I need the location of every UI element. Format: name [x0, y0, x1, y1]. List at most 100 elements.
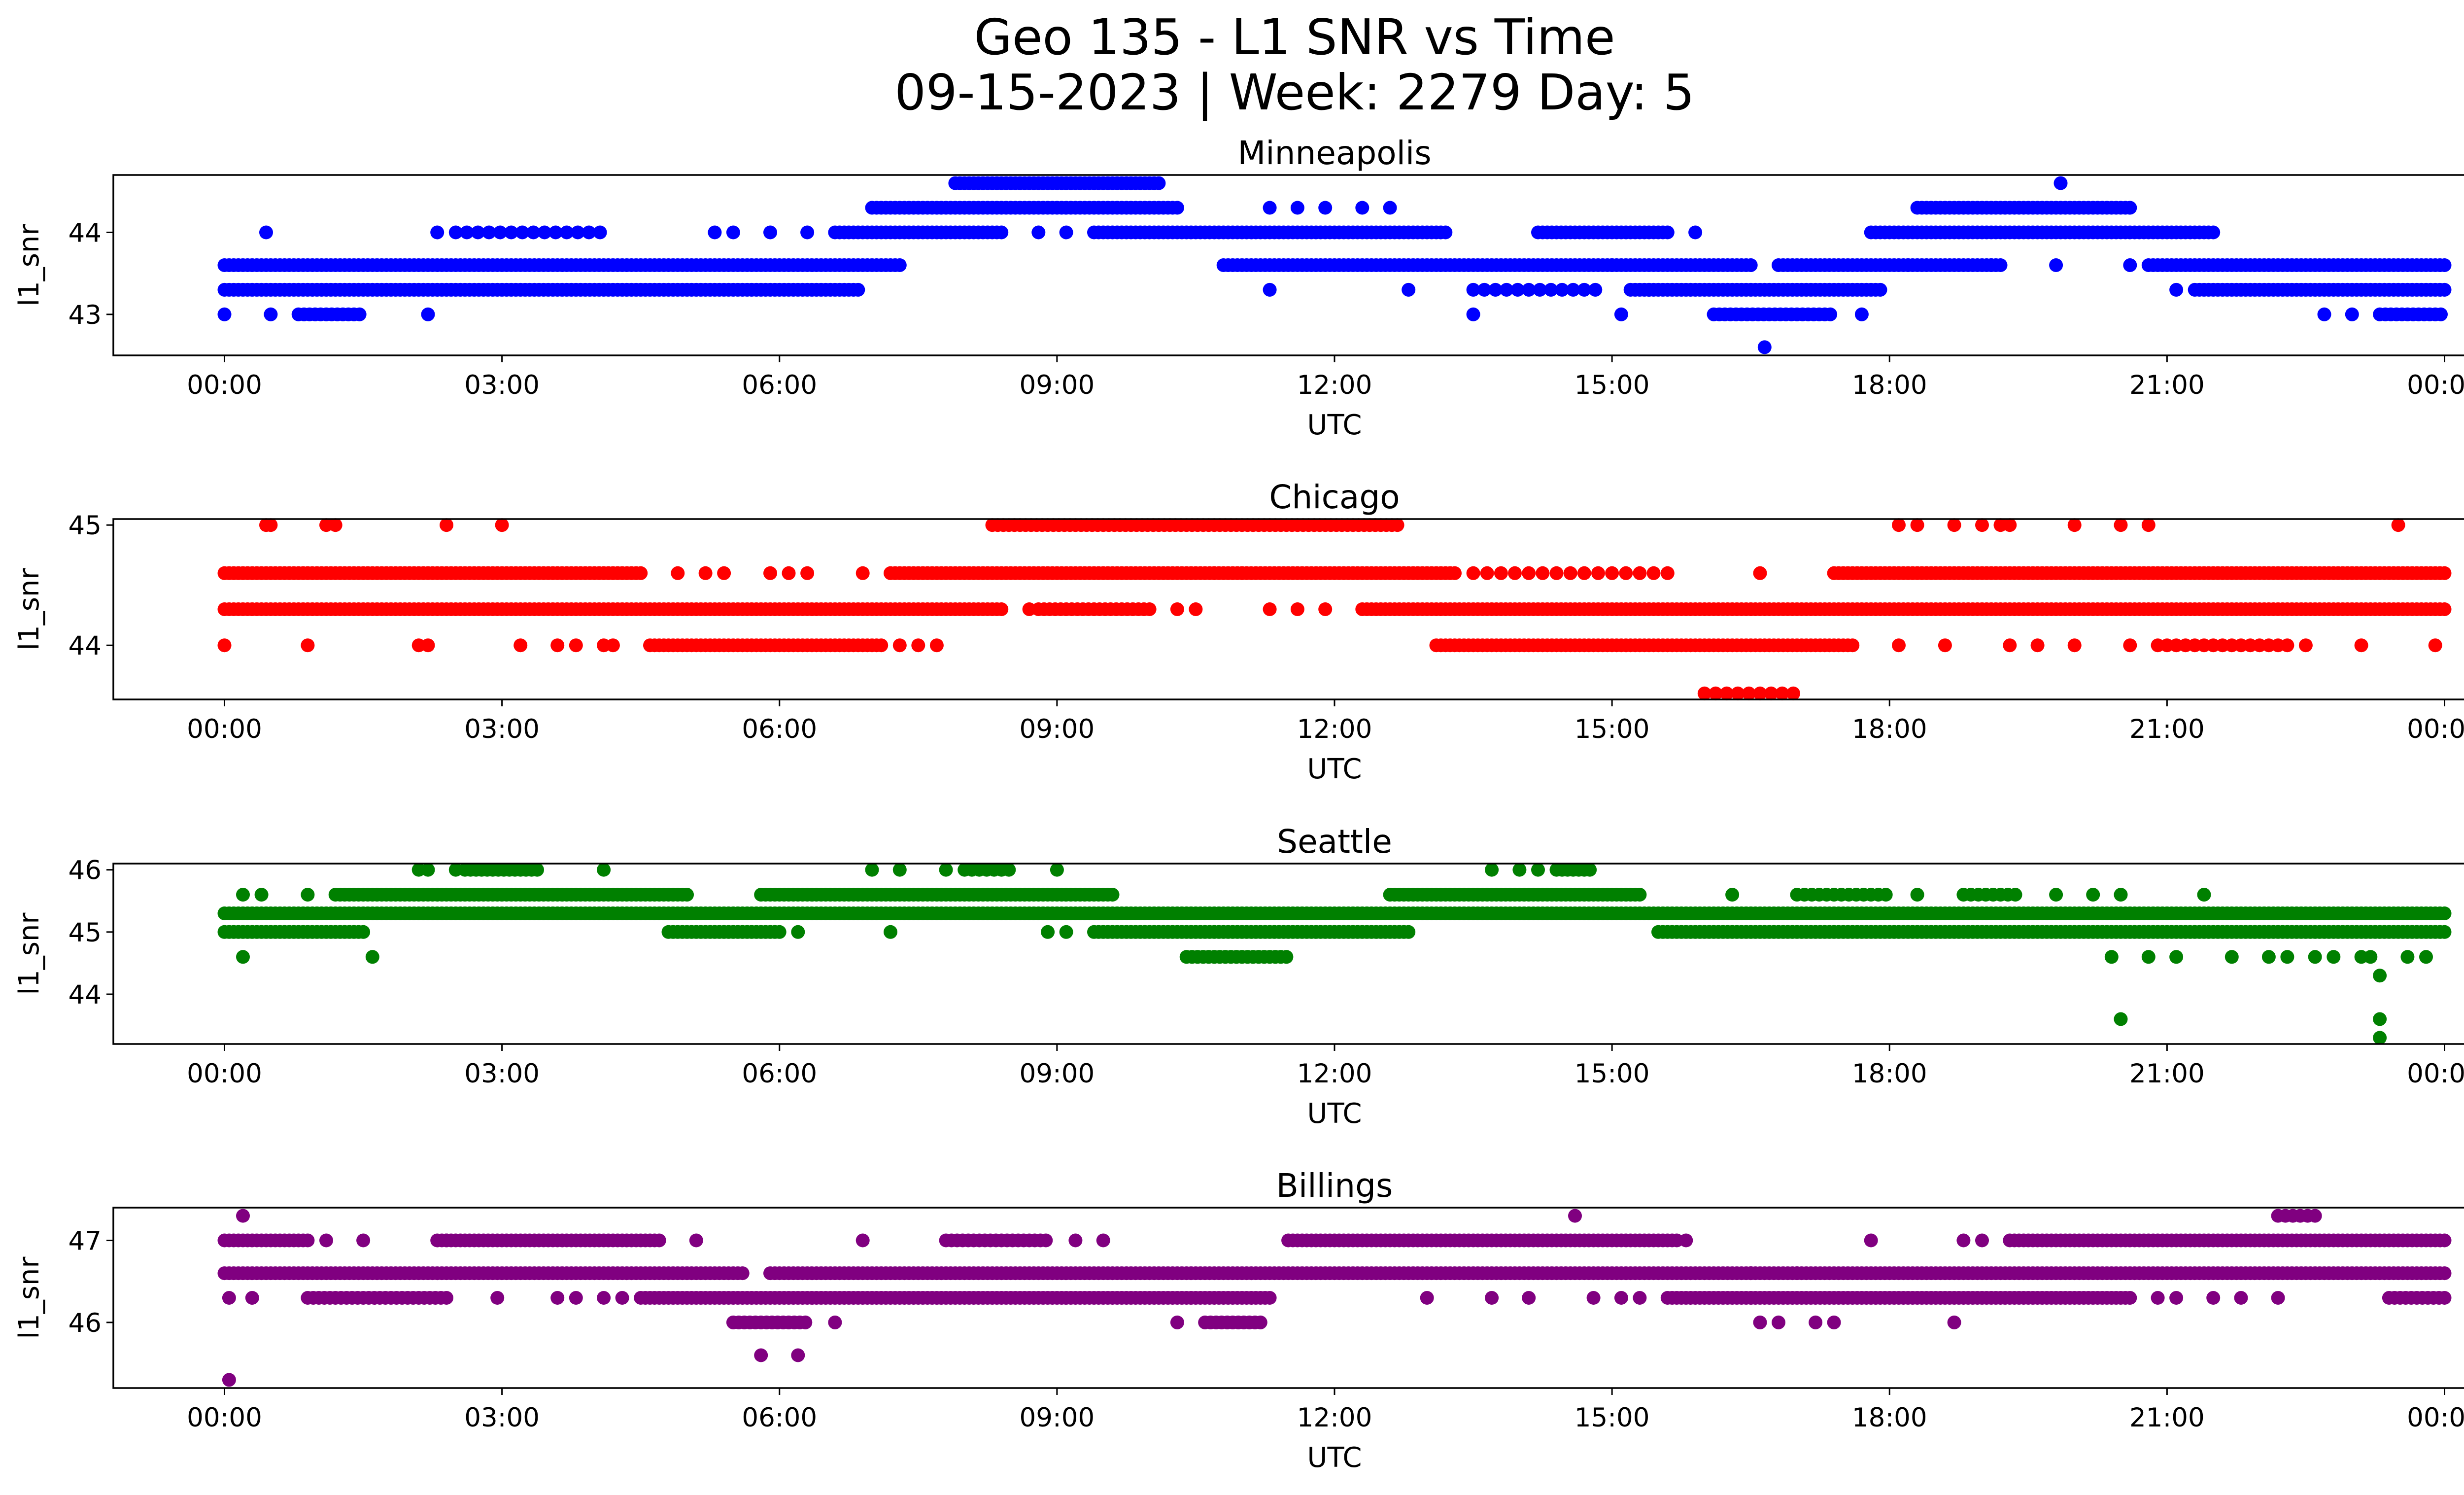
chart-1-point — [2003, 518, 2017, 532]
chart-2-point — [2197, 888, 2211, 902]
chart-0-point — [1823, 307, 1838, 321]
chart-3-points — [217, 1209, 2452, 1387]
chart-0-point — [2345, 307, 2359, 321]
chart-0-point — [994, 225, 1009, 240]
chart-1-point — [1522, 566, 1536, 580]
chart-0-point — [1488, 282, 1503, 297]
chart-0-point — [2123, 201, 2137, 215]
chart-1-point — [1022, 602, 1036, 616]
chart-1-point — [1318, 602, 1333, 616]
chart-1-point — [1508, 566, 1522, 580]
chart-1-point — [2003, 638, 2017, 653]
chart-0-point — [1263, 282, 1277, 297]
chart-0-point — [1614, 307, 1628, 321]
figure-title-line1: Geo 135 - L1 SNR vs Time — [974, 8, 1615, 66]
chart-2-xtick-label: 00:00 — [2407, 1059, 2464, 1089]
chart-0-point — [1290, 201, 1304, 215]
chart-2-point — [2114, 1012, 2128, 1026]
chart-2-point — [2086, 888, 2100, 902]
chart-1-point — [1235, 566, 1249, 580]
chart-3-point — [1679, 1233, 1693, 1248]
chart-2-xlabel: UTC — [1307, 1098, 1362, 1130]
chart-0-xlabel: UTC — [1307, 409, 1362, 441]
chart-0-point — [264, 307, 278, 321]
chart-1-point — [2067, 638, 2082, 653]
chart-3-title: Billings — [1276, 1167, 1393, 1205]
chart-3-point — [689, 1233, 703, 1248]
chart-0-point — [548, 225, 563, 240]
chart-2-point — [2400, 950, 2415, 964]
chart-1-point — [1892, 638, 1906, 653]
chart-3-point — [1809, 1315, 1823, 1329]
chart-2-point — [597, 863, 611, 877]
chart-0-point — [1566, 282, 1580, 297]
chart-1-point — [1731, 686, 1745, 700]
chart-2-xtick-label: 15:00 — [1574, 1059, 1650, 1089]
chart-1-point — [1591, 566, 1605, 580]
chart-1-point — [1775, 686, 1789, 700]
panel-chicago: Chicago l1_snr UTC 00:00 03:00 06:00 09:00 12:0… — [13, 478, 2464, 785]
chart-2-point — [1059, 925, 1073, 939]
chart-2-point — [421, 863, 435, 877]
chart-3-point — [1633, 1291, 1647, 1305]
chart-3-point — [1263, 1291, 1277, 1305]
chart-3-point — [569, 1291, 583, 1305]
chart-1-point — [1577, 566, 1591, 580]
chart-2-point — [2169, 950, 2184, 964]
chart-3-frame — [112, 1207, 2464, 1389]
chart-1-point — [513, 638, 528, 653]
chart-3-point — [236, 1209, 250, 1223]
chart-2-point — [2373, 969, 2387, 983]
chart-1-xtick-label: 09:00 — [1019, 714, 1095, 744]
chart-0-point — [1757, 340, 1772, 354]
chart-1-point — [1764, 686, 1778, 700]
chart-2-point — [2373, 1031, 2387, 1045]
chart-1-point — [1207, 566, 1221, 580]
chart-0-point — [1577, 282, 1591, 297]
chart-0-point — [1477, 282, 1492, 297]
chart-2-point — [1041, 925, 1055, 939]
chart-2-point — [1050, 863, 1064, 877]
chart-0-point — [1152, 176, 1166, 190]
chart-2-xtick-label: 09:00 — [1019, 1059, 1095, 1089]
chart-1-point — [217, 638, 232, 653]
chart-0-point — [1744, 258, 1758, 272]
chart-1-point — [2141, 518, 2156, 532]
chart-0-point — [1688, 225, 1703, 240]
chart-0-point — [526, 225, 541, 240]
chart-1-ylabel: l1_snr — [13, 568, 45, 651]
chart-3-point — [301, 1233, 315, 1248]
chart-2-point — [2327, 950, 2341, 964]
chart-2-point — [892, 863, 907, 877]
chart-0-point — [1170, 201, 1184, 215]
chart-2-point — [2224, 950, 2239, 964]
chart-3-point — [222, 1373, 236, 1387]
chart-3-point — [791, 1348, 805, 1362]
chart-2-point — [2437, 906, 2452, 920]
chart-3-xtick-label: 18:00 — [1852, 1403, 1927, 1433]
chart-3-point — [1956, 1233, 1971, 1248]
chart-0-point — [2053, 176, 2068, 190]
chart-3-xtick-label: 03:00 — [464, 1403, 540, 1433]
chart-1-point — [2030, 638, 2045, 653]
chart-3-point — [1975, 1233, 1989, 1248]
chart-2-point — [2363, 950, 2378, 964]
chart-0-point — [593, 225, 607, 240]
chart-1-xtick-label: 18:00 — [1852, 714, 1927, 744]
chart-3-point — [1522, 1291, 1536, 1305]
chart-2-point — [1583, 863, 1597, 877]
chart-0-point — [1642, 282, 1656, 297]
chart-0-point — [1533, 282, 1547, 297]
chart-0-point — [1318, 201, 1333, 215]
chart-1-point — [1480, 566, 1494, 580]
chart-0-point — [726, 225, 740, 240]
chart-1-xlabel: UTC — [1307, 753, 1362, 785]
chart-0-point — [1984, 258, 1998, 272]
chart-1-xtick-label: 00:00 — [187, 714, 262, 744]
chart-3-point — [735, 1266, 750, 1281]
chart-2-point — [939, 863, 953, 877]
chart-1-point — [1619, 566, 1633, 580]
chart-2-frame — [112, 863, 2464, 1045]
chart-1-point — [1892, 518, 1906, 532]
chart-2-point — [791, 925, 805, 939]
